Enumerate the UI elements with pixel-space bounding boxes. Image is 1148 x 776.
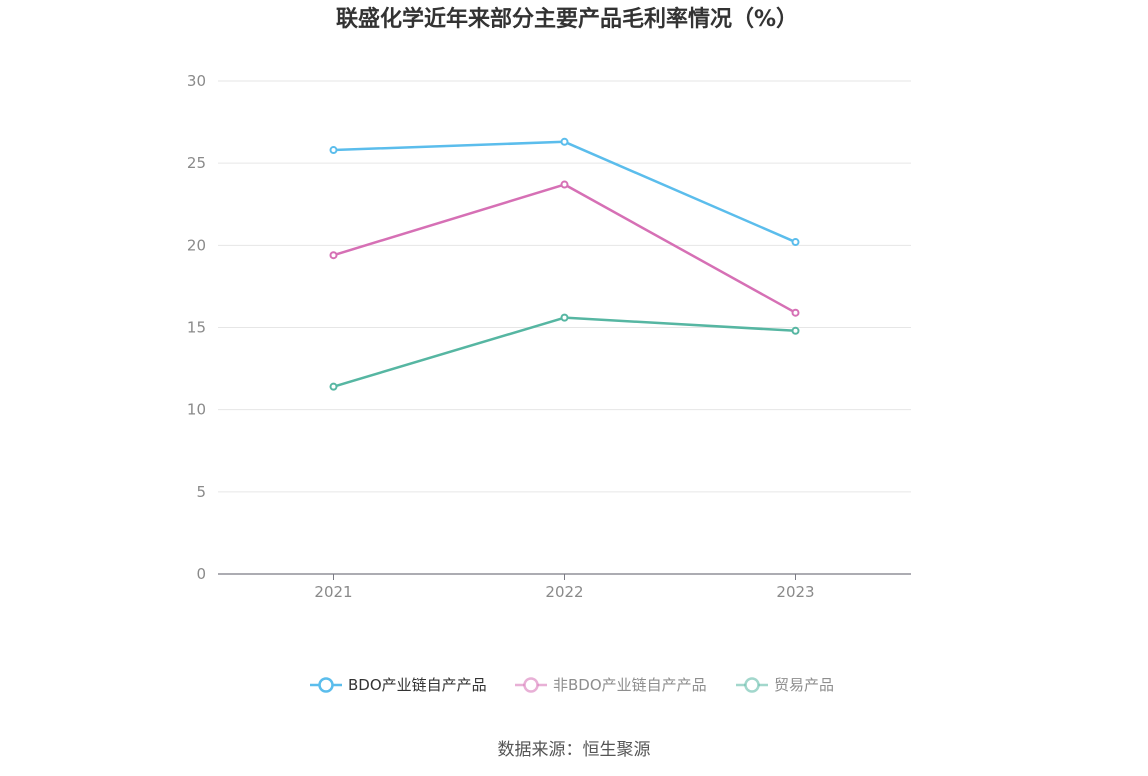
x-tick-label: 2021: [314, 583, 352, 601]
data-point: [329, 146, 338, 155]
legend-circle-marker: [318, 677, 334, 693]
data-point: [791, 308, 800, 317]
series-line: [333, 183, 797, 314]
data-point: [560, 137, 569, 146]
legend-label: 非BDO产业链自产产品: [553, 676, 707, 694]
data-point: [560, 180, 569, 189]
y-tick-label: 30: [187, 72, 206, 90]
series-group: [329, 137, 800, 391]
series-3: [329, 313, 800, 391]
data-point: [791, 326, 800, 335]
legend-item-2[interactable]: 非BDO产业链自产产品: [515, 676, 707, 694]
data-source: 数据来源：恒生聚源: [498, 740, 651, 760]
series-2: [329, 180, 800, 317]
legend-label: BDO产业链自产产品: [348, 676, 487, 694]
data-point: [329, 382, 338, 391]
data-point: [560, 313, 569, 322]
legend-circle-marker: [744, 677, 760, 693]
series-1: [329, 137, 800, 247]
y-tick-label: 10: [187, 401, 206, 419]
y-tick-label: 15: [187, 319, 206, 337]
x-axis: 2021 2022 2023: [218, 573, 911, 601]
y-tick-label: 25: [187, 154, 206, 172]
x-tick-label: 2022: [545, 583, 583, 601]
legend-label: 贸易产品: [774, 676, 834, 694]
y-tick-label: 20: [187, 236, 206, 254]
data-point: [329, 251, 338, 260]
series-line: [333, 140, 796, 244]
grid-lines: [218, 80, 911, 493]
chart-title: 联盛化学近年来部分主要产品毛利率情况（%）: [336, 6, 798, 32]
legend[interactable]: BDO产业链自产产品 非BDO产业链自产产品 贸易产品: [310, 676, 834, 694]
x-tick-label: 2023: [776, 583, 814, 601]
legend-circle-marker: [523, 677, 539, 693]
y-tick-label: 5: [196, 483, 206, 501]
legend-item-3[interactable]: 贸易产品: [736, 676, 834, 694]
y-tick-label: 0: [196, 565, 206, 583]
data-point: [791, 238, 800, 247]
legend-item-1[interactable]: BDO产业链自产产品: [310, 676, 487, 694]
y-axis: 0 5 10 15 20 25 30: [187, 72, 206, 583]
